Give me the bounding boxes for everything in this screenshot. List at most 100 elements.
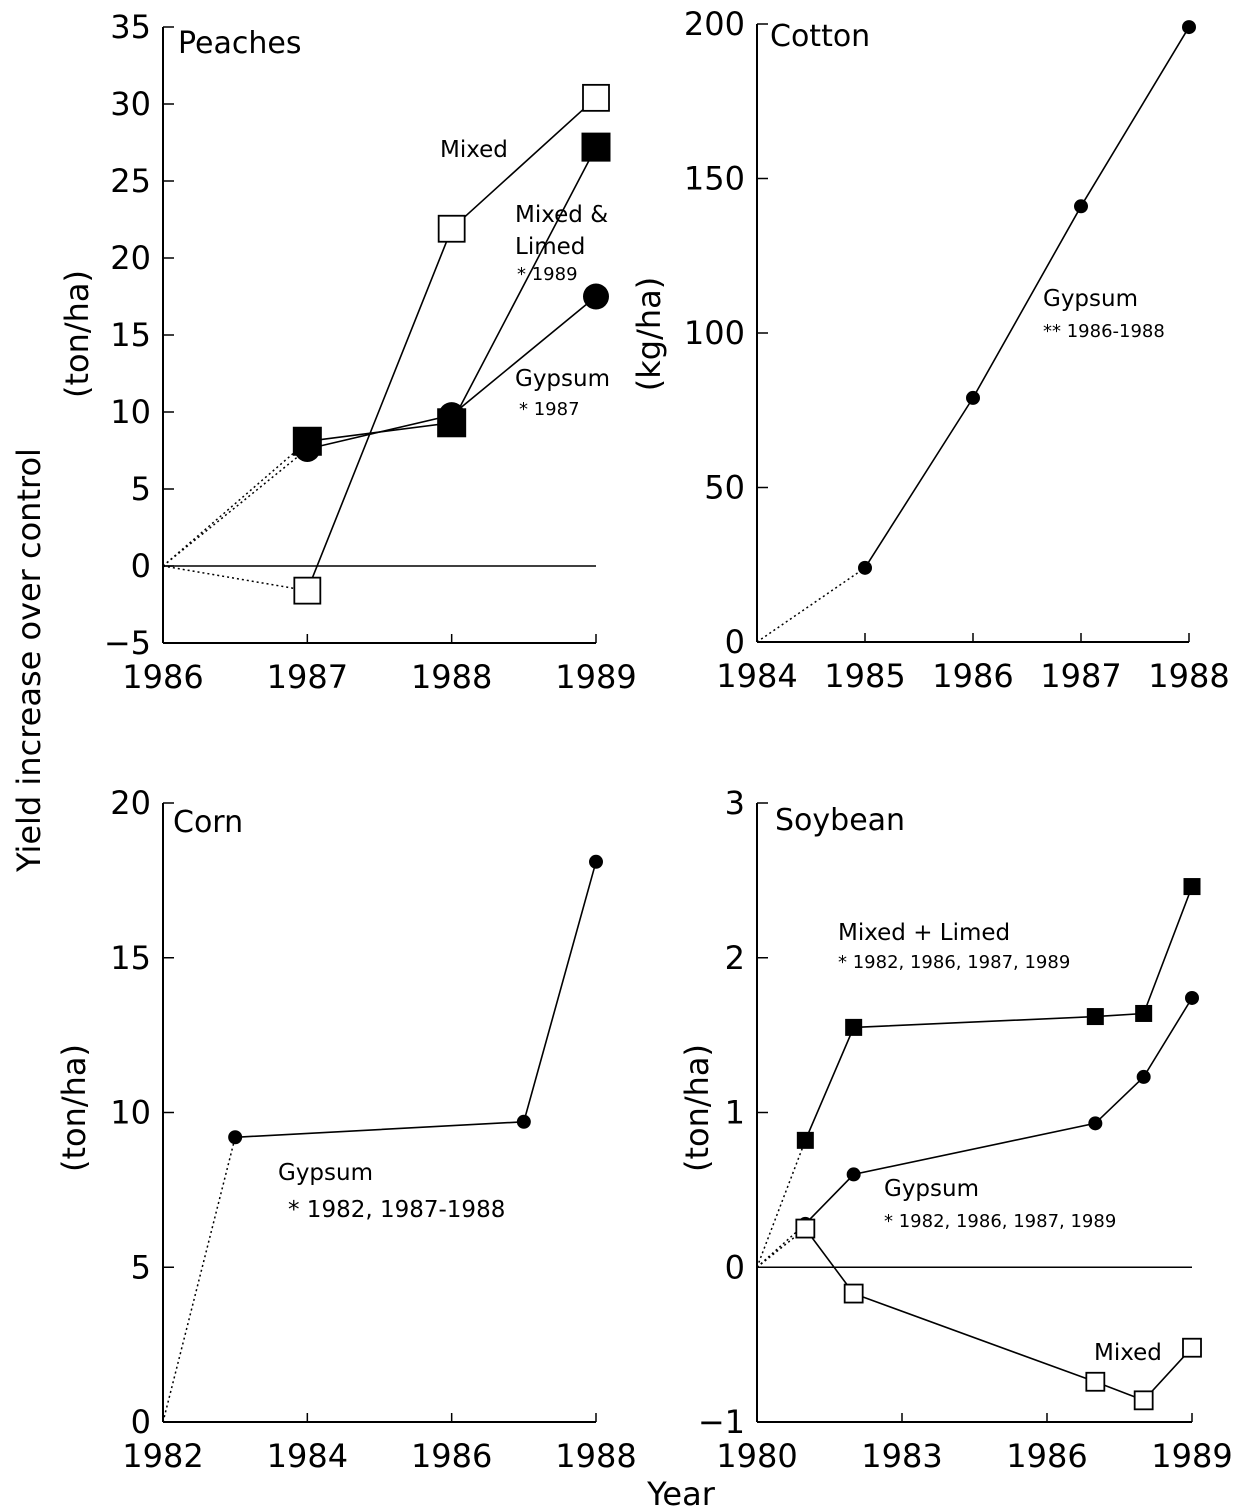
- data-point: [228, 1130, 243, 1145]
- data-point: [796, 1131, 814, 1149]
- series-origin-segment: [162, 1137, 236, 1423]
- x-tick-label: 1984: [716, 657, 797, 695]
- data-point: [1136, 1069, 1151, 1084]
- data-point: [1074, 199, 1088, 214]
- data-point: [438, 402, 465, 429]
- y-tick-label: −1: [698, 1403, 745, 1441]
- global-y-axis-label: Yield increase over control: [10, 448, 48, 873]
- x-tick-label: 1982: [122, 1437, 203, 1475]
- x-tick-label: 1986: [411, 1437, 492, 1475]
- data-point: [843, 1283, 864, 1304]
- annotation-label: ** 1986-1988: [1043, 321, 1165, 342]
- unit-label: (ton/ha): [58, 270, 96, 398]
- x-tick-label: 1985: [824, 657, 905, 695]
- x-tick-label: 1988: [411, 658, 492, 696]
- y-tick-label: 20: [110, 784, 151, 822]
- data-point: [1086, 1008, 1104, 1026]
- data-point: [1085, 1371, 1106, 1392]
- unit-label: (ton/ha): [678, 1044, 716, 1172]
- series-origin-segment: [162, 440, 308, 567]
- annotation-label: * 1982, 1986, 1987, 1989: [838, 952, 1070, 973]
- x-tick-label: 1986: [932, 657, 1013, 695]
- data-point: [966, 390, 980, 405]
- data-point: [1182, 20, 1196, 35]
- unit-label: (ton/ha): [55, 1044, 93, 1172]
- series-line: [307, 146, 597, 443]
- y-tick-label: 15: [110, 316, 151, 354]
- panel-title: Corn: [173, 805, 243, 840]
- y-tick-label: 100: [684, 314, 745, 352]
- data-point: [293, 576, 322, 605]
- unit-label: (kg/ha): [630, 277, 668, 391]
- y-tick-label: 1: [725, 1094, 745, 1132]
- y-tick-label: 0: [131, 547, 151, 585]
- annotation-label: * 1989: [517, 264, 578, 285]
- series-line: [306, 97, 597, 591]
- x-tick-label: 1989: [1151, 1437, 1232, 1475]
- annotation-label: Mixed: [440, 137, 508, 163]
- data-point: [1182, 1337, 1202, 1358]
- data-point: [1135, 1004, 1153, 1022]
- data-point: [1088, 1116, 1103, 1131]
- series-line: [804, 997, 1193, 1225]
- x-tick-label: 1987: [267, 658, 348, 696]
- y-tick-label: 5: [131, 470, 151, 508]
- data-point: [858, 560, 872, 575]
- y-tick-label: 30: [110, 85, 151, 123]
- annotation-label: Gypsum: [278, 1160, 373, 1186]
- panel-cotton: 0 50 100 150 200 1984 1985 1986 1987 1988 Cotton (k…: [630, 5, 1230, 695]
- x-tick-label: 1986: [1006, 1437, 1087, 1475]
- y-tick-label: 10: [110, 1094, 151, 1132]
- series-origin-segment: [162, 565, 308, 592]
- y-tick-label: 0: [131, 1403, 151, 1441]
- data-point: [1183, 878, 1201, 896]
- x-tick-label: 1980: [716, 1437, 797, 1475]
- y-tick-label: 25: [110, 162, 151, 200]
- series-line: [804, 1228, 1193, 1402]
- y-tick-label: 0: [725, 1248, 745, 1286]
- series-origin-segment: [162, 448, 308, 567]
- y-tick-label: 2: [725, 939, 745, 977]
- y-tick-label: 150: [684, 160, 745, 198]
- annotation-label: * 1987: [519, 399, 580, 420]
- y-tick-label: 0: [725, 623, 745, 661]
- annotation-label: Mixed: [1094, 1340, 1162, 1366]
- global-x-axis-label: Year: [646, 1475, 716, 1511]
- panel-peaches: −5 0 5 10 15 20 25 30 35 1986 1987 1988 1989 Peaches (…: [58, 8, 637, 696]
- y-tick-label: 50: [704, 469, 745, 507]
- data-point: [1185, 990, 1199, 1005]
- x-tick-label: 1983: [861, 1437, 942, 1475]
- annotation-label: Gypsum: [884, 1176, 979, 1202]
- panel-title: Peaches: [178, 26, 301, 61]
- data-point: [582, 83, 610, 112]
- annotation-label: Mixed &: [515, 202, 608, 228]
- data-point: [795, 1218, 816, 1239]
- panel-title: Soybean: [775, 803, 905, 838]
- series-origin-segment: [756, 567, 866, 643]
- data-point: [581, 132, 611, 162]
- x-tick-label: 1986: [122, 658, 203, 696]
- series-line: [235, 861, 597, 1139]
- annotation-label: Mixed + Limed: [838, 920, 1010, 946]
- annotation-label: * 1982, 1987-1988: [288, 1197, 505, 1223]
- y-tick-label: 10: [110, 393, 151, 431]
- data-point: [589, 854, 603, 869]
- y-tick-label: 200: [684, 5, 745, 43]
- annotation-label: Limed: [515, 234, 585, 260]
- panel-title: Cotton: [770, 19, 870, 54]
- data-point: [583, 283, 609, 310]
- data-point: [846, 1167, 861, 1182]
- x-tick-label: 1989: [555, 658, 636, 696]
- data-point: [516, 1114, 531, 1129]
- data-point: [845, 1018, 863, 1036]
- x-tick-label: 1988: [1148, 657, 1229, 695]
- y-tick-label: 5: [131, 1248, 151, 1286]
- panel-soybean: −1 0 1 2 3 1980 1983 1986 1989 Soybean (ton/ha) Mix…: [678, 784, 1233, 1475]
- y-tick-label: 3: [725, 784, 745, 822]
- x-tick-label: 1984: [267, 1437, 348, 1475]
- annotation-label: * 1982, 1986, 1987, 1989: [884, 1211, 1116, 1232]
- y-tick-label: 15: [110, 939, 151, 977]
- x-tick-label: 1988: [555, 1437, 636, 1475]
- data-point: [1133, 1390, 1154, 1411]
